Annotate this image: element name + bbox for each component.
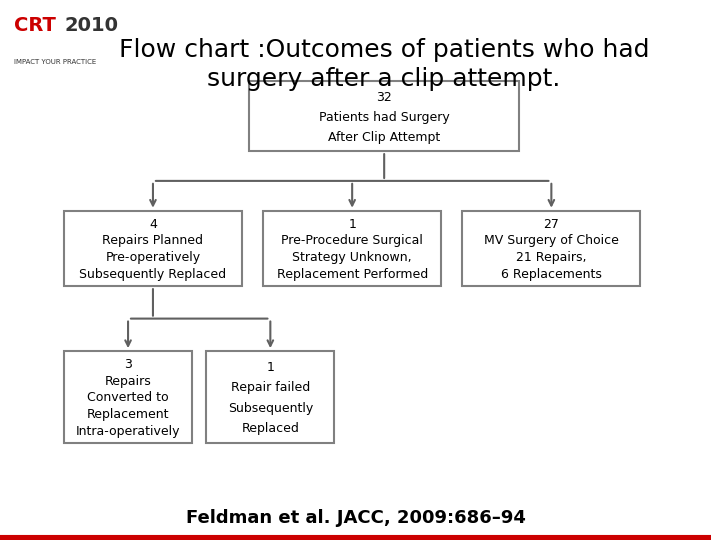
- Text: 27: 27: [544, 218, 559, 231]
- Text: Patients had Surgery: Patients had Surgery: [319, 111, 449, 124]
- FancyBboxPatch shape: [462, 211, 640, 286]
- Text: 6 Replacements: 6 Replacements: [501, 268, 602, 281]
- Text: Flow chart :Outcomes of patients who had
surgery after a clip attempt.: Flow chart :Outcomes of patients who had…: [119, 38, 649, 91]
- Text: Pre-operatively: Pre-operatively: [105, 251, 200, 264]
- Text: 2010: 2010: [64, 16, 118, 35]
- Text: Repairs Planned: Repairs Planned: [102, 234, 204, 247]
- FancyBboxPatch shape: [207, 351, 334, 443]
- Text: Repair failed: Repair failed: [230, 381, 310, 394]
- FancyBboxPatch shape: [64, 211, 242, 286]
- Text: Replacement Performed: Replacement Performed: [276, 268, 428, 281]
- Text: Feldman et al. JACC, 2009:686–94: Feldman et al. JACC, 2009:686–94: [186, 509, 526, 528]
- Text: 21 Repairs,: 21 Repairs,: [516, 251, 587, 264]
- Text: Replaced: Replaced: [241, 422, 300, 435]
- Text: Intra-operatively: Intra-operatively: [76, 424, 180, 437]
- Text: 32: 32: [377, 91, 392, 104]
- Text: After Clip Attempt: After Clip Attempt: [328, 131, 441, 144]
- Text: 4: 4: [149, 218, 157, 231]
- Text: IMPACT YOUR PRACTICE: IMPACT YOUR PRACTICE: [14, 59, 96, 65]
- FancyBboxPatch shape: [264, 211, 441, 286]
- FancyBboxPatch shape: [64, 351, 192, 443]
- Text: Replacement: Replacement: [87, 408, 169, 421]
- Text: Strategy Unknown,: Strategy Unknown,: [292, 251, 412, 264]
- Text: MV Surgery of Choice: MV Surgery of Choice: [484, 234, 618, 247]
- Text: Converted to: Converted to: [87, 392, 169, 404]
- Text: Pre-Procedure Surgical: Pre-Procedure Surgical: [282, 234, 423, 247]
- Text: CRT: CRT: [14, 16, 56, 35]
- Text: 1: 1: [348, 218, 356, 231]
- Text: Repairs: Repairs: [104, 375, 151, 388]
- FancyBboxPatch shape: [249, 81, 519, 151]
- Text: Subsequently: Subsequently: [228, 402, 313, 415]
- Text: Subsequently Replaced: Subsequently Replaced: [79, 268, 227, 281]
- Text: 1: 1: [266, 361, 274, 374]
- Text: 3: 3: [124, 358, 132, 371]
